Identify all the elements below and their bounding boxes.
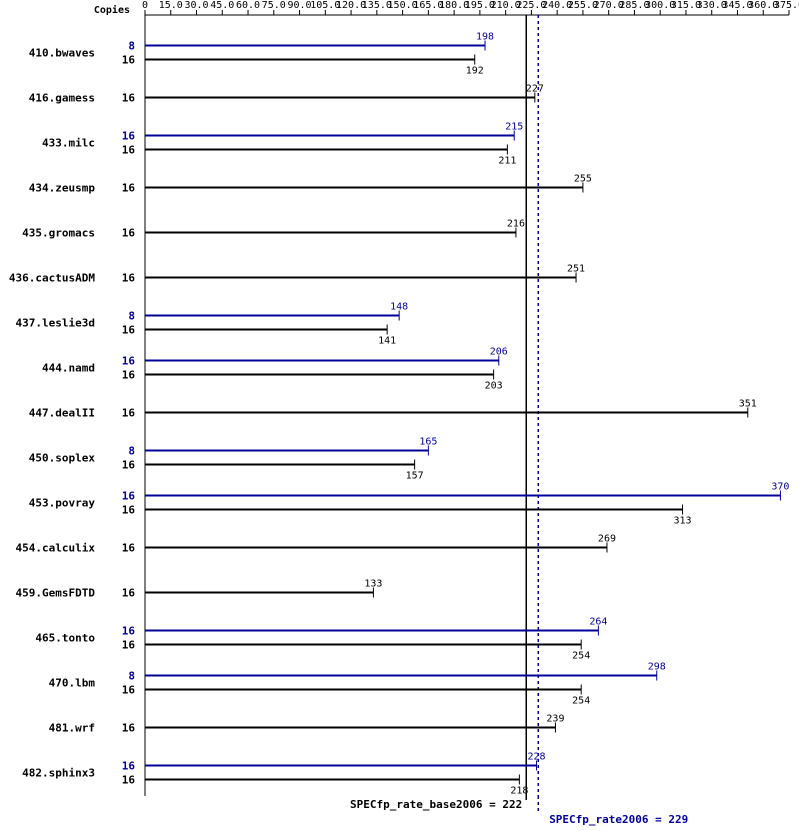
base-copies: 16 [122, 227, 136, 240]
x-tick-label: 30.0 [184, 0, 208, 11]
base-copies: 16 [122, 407, 136, 420]
peak-value: 206 [490, 347, 508, 358]
peak-value: 215 [505, 122, 523, 133]
base-copies: 16 [122, 459, 136, 472]
base-copies: 16 [122, 92, 136, 105]
peak-value: 298 [648, 662, 666, 673]
benchmark-name: 465.tonto [35, 632, 95, 645]
peak-value: 228 [528, 752, 546, 763]
base-value: 227 [526, 84, 544, 95]
summary-base: SPECfp_rate_base2006 = 222 [350, 798, 522, 811]
benchmark-name: 410.bwaves [29, 47, 95, 60]
copies-header: Copies [94, 4, 130, 16]
base-copies: 16 [122, 639, 136, 652]
base-value: 211 [498, 156, 516, 167]
spec-chart: 015.030.045.060.075.090.0105.0120.0135.0… [0, 0, 799, 831]
peak-copies: 16 [122, 760, 136, 773]
base-value: 218 [510, 786, 528, 797]
peak-value: 165 [419, 437, 437, 448]
peak-copies: 8 [128, 310, 135, 323]
base-value: 254 [572, 651, 590, 662]
peak-value: 198 [476, 32, 494, 43]
base-value: 251 [567, 264, 585, 275]
x-tick-label: 0 [142, 0, 148, 11]
benchmark-name: 416.gamess [29, 92, 95, 105]
benchmark-name: 459.GemsFDTD [16, 587, 96, 600]
peak-copies: 16 [122, 355, 136, 368]
base-copies: 16 [122, 542, 136, 555]
benchmark-name: 435.gromacs [22, 227, 95, 240]
base-copies: 16 [122, 54, 136, 67]
base-value: 133 [364, 579, 382, 590]
benchmark-name: 437.leslie3d [16, 317, 95, 330]
x-tick-label: 15.0 [159, 0, 183, 11]
benchmark-name: 434.zeusmp [29, 182, 96, 195]
peak-copies: 8 [128, 40, 135, 53]
base-value: 239 [546, 714, 564, 725]
x-tick-label: 375.0 [774, 0, 799, 11]
base-copies: 16 [122, 182, 136, 195]
peak-copies: 16 [122, 130, 136, 143]
base-copies: 16 [122, 369, 136, 382]
peak-copies: 16 [122, 490, 136, 503]
peak-copies: 16 [122, 625, 136, 638]
benchmark-name: 453.povray [29, 497, 96, 510]
base-value: 203 [485, 381, 503, 392]
benchmark-name: 481.wrf [49, 722, 95, 735]
peak-value: 264 [589, 617, 607, 628]
base-copies: 16 [122, 324, 136, 337]
peak-value: 148 [390, 302, 408, 313]
benchmark-name: 470.lbm [49, 677, 96, 690]
x-tick-label: 60.0 [236, 0, 260, 11]
benchmark-name: 450.soplex [29, 452, 96, 465]
x-tick-label: 90.0 [288, 0, 312, 11]
x-tick-label: 45.0 [210, 0, 234, 11]
base-value: 255 [574, 174, 592, 185]
base-copies: 16 [122, 684, 136, 697]
base-value: 192 [466, 66, 484, 77]
base-copies: 16 [122, 774, 136, 787]
benchmark-name: 433.milc [42, 137, 95, 150]
peak-copies: 8 [128, 670, 135, 683]
benchmark-name: 444.namd [42, 362, 95, 375]
base-value: 351 [739, 399, 757, 410]
summary-peak: SPECfp_rate2006 = 229 [549, 813, 688, 826]
benchmark-name: 447.dealII [29, 407, 95, 420]
base-value: 216 [507, 219, 525, 230]
base-copies: 16 [122, 504, 136, 517]
base-copies: 16 [122, 587, 136, 600]
peak-copies: 8 [128, 445, 135, 458]
base-value: 313 [673, 516, 691, 527]
peak-value: 370 [771, 482, 789, 493]
base-value: 269 [598, 534, 616, 545]
benchmark-name: 436.cactusADM [9, 272, 95, 285]
base-copies: 16 [122, 272, 136, 285]
base-copies: 16 [122, 722, 136, 735]
x-tick-label: 75.0 [262, 0, 286, 11]
base-value: 254 [572, 696, 590, 707]
base-value: 141 [378, 336, 396, 347]
base-copies: 16 [122, 144, 136, 157]
benchmark-name: 482.sphinx3 [22, 767, 95, 780]
benchmark-name: 454.calculix [16, 542, 96, 555]
base-value: 157 [406, 471, 424, 482]
